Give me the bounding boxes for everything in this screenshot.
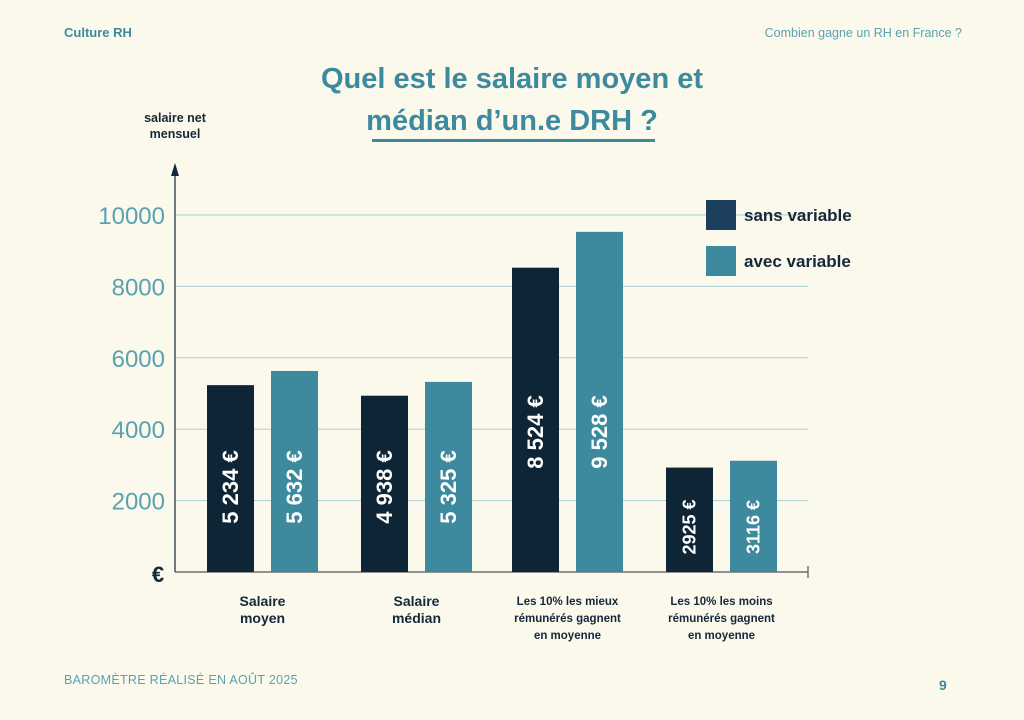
x-category-label: moyen [240,610,285,626]
x-category-label: Salaire [240,593,286,609]
page-number: 9 [939,677,947,693]
y-tick-label: 2000 [112,489,165,516]
y-tick-label: 4000 [112,417,165,444]
bar-sans-variable [666,467,713,572]
bar-value-label: 3116 € [744,500,764,554]
bar-avec-variable [271,370,318,572]
brand-logo: Culture RH [64,25,132,40]
bar-sans-variable [361,395,408,572]
bar-sans-variable [512,267,559,572]
title-underline [372,139,655,142]
y-axis-label: salaire net mensuel [144,111,206,141]
x-category-label: Les 10% les mieux [517,596,619,608]
x-category-label: en moyenne [534,630,601,642]
bar-value-label: 5 234 € [218,450,243,523]
legend-swatch [706,246,736,276]
legend-label: avec variable [744,252,851,271]
bar-value-label: 4 938 € [372,450,397,523]
x-category-label: en moyenne [688,630,755,642]
bar-value-label: 5 632 € [282,450,307,523]
y-tick-label: 8000 [112,274,165,301]
x-category-label: Salaire [394,593,440,609]
bar-value-label: 5 325 € [436,450,461,523]
y-unit-label: € [152,562,164,587]
legend-swatch [706,200,736,230]
x-category-label: Les 10% les moins [670,596,772,608]
title-line-1: Quel est le salaire moyen et [320,63,703,95]
y-axis-arrow-icon [171,163,179,176]
footer-note: BAROMÈTRE RÉALISÉ EN AOÛT 2025 [64,673,298,687]
bar-avec-variable [576,231,623,572]
bar-value-label: 2925 € [680,499,700,554]
title-line-2: médian d’un.e DRH ? [366,105,658,137]
bar-value-label: 8 524 € [523,395,548,468]
x-category-label: rémunérés gagnent [514,613,621,625]
y-tick-label: 6000 [112,346,165,373]
x-category-label: rémunérés gagnent [668,613,775,625]
bar-avec-variable [425,381,472,572]
bar-avec-variable [730,460,777,572]
section-title: Combien gagne un RH en France ? [764,26,962,40]
y-tick-label: 10000 [98,203,165,230]
page-title: Quel est le salaire moyen et médian d’un… [0,58,1024,142]
x-category-label: médian [392,610,441,626]
legend-label: sans variable [744,206,852,225]
bar-sans-variable [207,385,254,572]
bar-value-label: 9 528 € [587,395,612,468]
